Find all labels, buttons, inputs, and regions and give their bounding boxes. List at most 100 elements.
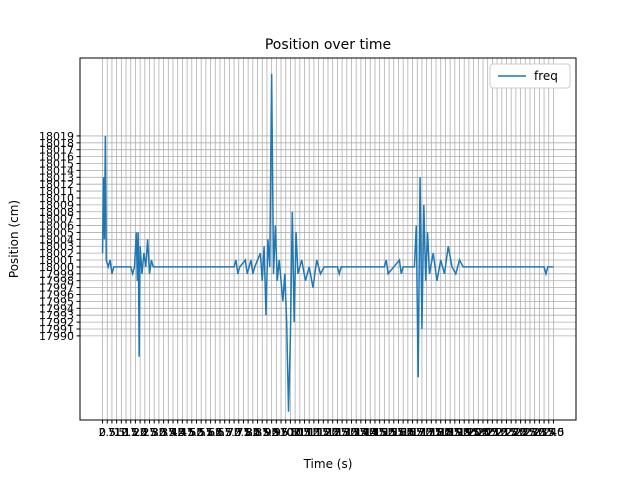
x-tick-label: 170 xyxy=(411,426,432,439)
x-tick-label: 12.5 xyxy=(114,426,139,439)
x-axis-label: Time (s) xyxy=(303,457,353,471)
y-tick-label: 18011 xyxy=(39,185,74,198)
x-tick-label: 150 xyxy=(374,426,395,439)
x-tick-label: 162.5 xyxy=(392,426,424,439)
x-tick-label: 22.5 xyxy=(133,426,158,439)
y-tick-label: 17995 xyxy=(39,295,74,308)
x-tick-label: 220 xyxy=(505,426,526,439)
x-tick-label: 80 xyxy=(246,426,260,439)
x-tick-label: 100 xyxy=(280,426,301,439)
x-tick-label: 105 xyxy=(289,426,310,439)
x-tick-label: 180 xyxy=(430,426,451,439)
x-tick-label: 200 xyxy=(468,426,489,439)
y-tick-label: 18015 xyxy=(39,157,74,170)
x-tick-label: 117.5 xyxy=(308,426,340,439)
x-tick-label: 185 xyxy=(440,426,461,439)
x-tick-label: 195 xyxy=(458,426,479,439)
x-tick-label: 47.5 xyxy=(180,426,205,439)
x-tick-label: 90 xyxy=(265,426,279,439)
y-tick-label: 17991 xyxy=(39,323,74,336)
x-tick-label: 70 xyxy=(227,426,241,439)
x-tick-label: 142.5 xyxy=(355,426,387,439)
plot xyxy=(101,73,554,412)
x-tick-label: 115 xyxy=(308,426,329,439)
x-tick-label: 160 xyxy=(393,426,414,439)
x-tick-label: 122.5 xyxy=(317,426,349,439)
x-tick-label: 7.5 xyxy=(108,426,126,439)
y-axis-label: Position (cm) xyxy=(7,200,21,278)
x-tick-label: 175 xyxy=(421,426,442,439)
y-tick-label: 17992 xyxy=(39,316,74,329)
x-tick-label: 227.5 xyxy=(514,426,546,439)
y-tick-label: 18007 xyxy=(39,213,74,226)
x-tick-label: 110 xyxy=(299,426,320,439)
x-tick-label: 85 xyxy=(255,426,269,439)
y-tick-label: 18012 xyxy=(39,178,74,191)
x-tick-label: 40 xyxy=(171,426,185,439)
x-tick-label: 197.5 xyxy=(458,426,490,439)
legend-box xyxy=(489,63,571,89)
y-tick-label: 17996 xyxy=(39,289,74,302)
x-tick-label: 205 xyxy=(477,426,498,439)
y-tick-label: 18008 xyxy=(39,206,74,219)
x-tick-label: 2.5 xyxy=(98,426,116,439)
y-tick-label: 18004 xyxy=(39,233,74,246)
x-tick-label: 152.5 xyxy=(373,426,405,439)
x-tick-label: 145 xyxy=(364,426,385,439)
x-tick-label: 237.5 xyxy=(533,426,565,439)
x-tick-label: 130 xyxy=(336,426,357,439)
y-tick-label: 17999 xyxy=(39,268,74,281)
y-tick-label: 18000 xyxy=(39,261,74,274)
x-tick-label: 207.5 xyxy=(477,426,509,439)
x-tick-label: 230 xyxy=(524,426,545,439)
x-tick-label: 172.5 xyxy=(411,426,443,439)
x-tick-label: 62.5 xyxy=(208,426,233,439)
y-tick-label: 18003 xyxy=(39,240,74,253)
y-tick-label: 18018 xyxy=(39,137,74,150)
y-tick-label: 18005 xyxy=(39,226,74,239)
x-tick-label: 167.5 xyxy=(401,426,433,439)
legend-label: freq xyxy=(534,69,558,83)
x-tick-label: 202.5 xyxy=(467,426,499,439)
x-tick-label: 97.5 xyxy=(273,426,298,439)
x-tick-label: 45 xyxy=(180,426,194,439)
y-tick-label: 18002 xyxy=(39,247,74,260)
y-tick-label: 18009 xyxy=(39,199,74,212)
x-tick-label: 135 xyxy=(346,426,367,439)
x-tick-label: 225 xyxy=(515,426,536,439)
x-tick-label: 52.5 xyxy=(189,426,214,439)
x-tick-label: 155 xyxy=(383,426,404,439)
chart-title: Position over time xyxy=(265,37,391,53)
x-tick-label: 50 xyxy=(189,426,203,439)
x-tick-label: 137.5 xyxy=(345,426,377,439)
x-tick-label: 77.5 xyxy=(236,426,261,439)
x-tick-label: 42.5 xyxy=(170,426,195,439)
x-tick-label: 82.5 xyxy=(245,426,270,439)
x-tick-label: 102.5 xyxy=(279,426,311,439)
x-tick-label: 165 xyxy=(402,426,423,439)
x-tick-label: 215 xyxy=(496,426,517,439)
x-tick-label: 67.5 xyxy=(217,426,242,439)
x-tick-label: 15 xyxy=(124,426,138,439)
x-tick-label: 107.5 xyxy=(289,426,321,439)
y-tick-label: 18010 xyxy=(39,192,74,205)
x-tick-label: 240 xyxy=(543,426,564,439)
data-line xyxy=(101,73,554,412)
y-tick-label: 17994 xyxy=(39,302,74,315)
y-tick-label: 18017 xyxy=(39,144,74,157)
x-tick-label: 35 xyxy=(161,426,175,439)
y-tick-label: 17998 xyxy=(39,275,74,288)
x-tick-label: 17.5 xyxy=(123,426,148,439)
x-tick-label: 187.5 xyxy=(439,426,471,439)
x-tick-label: 25 xyxy=(143,426,157,439)
x-tick-label: 222.5 xyxy=(505,426,537,439)
x-tick-label: 95 xyxy=(274,426,288,439)
x-tick-label: 57.5 xyxy=(198,426,223,439)
x-tick-label: 60 xyxy=(208,426,222,439)
x-tick-label: 72.5 xyxy=(227,426,252,439)
grid: 1799017991179921799317994179951799617997… xyxy=(39,58,576,439)
x-tick-label: 125 xyxy=(327,426,348,439)
x-tick-label: 192.5 xyxy=(448,426,480,439)
x-tick-label: 87.5 xyxy=(255,426,280,439)
